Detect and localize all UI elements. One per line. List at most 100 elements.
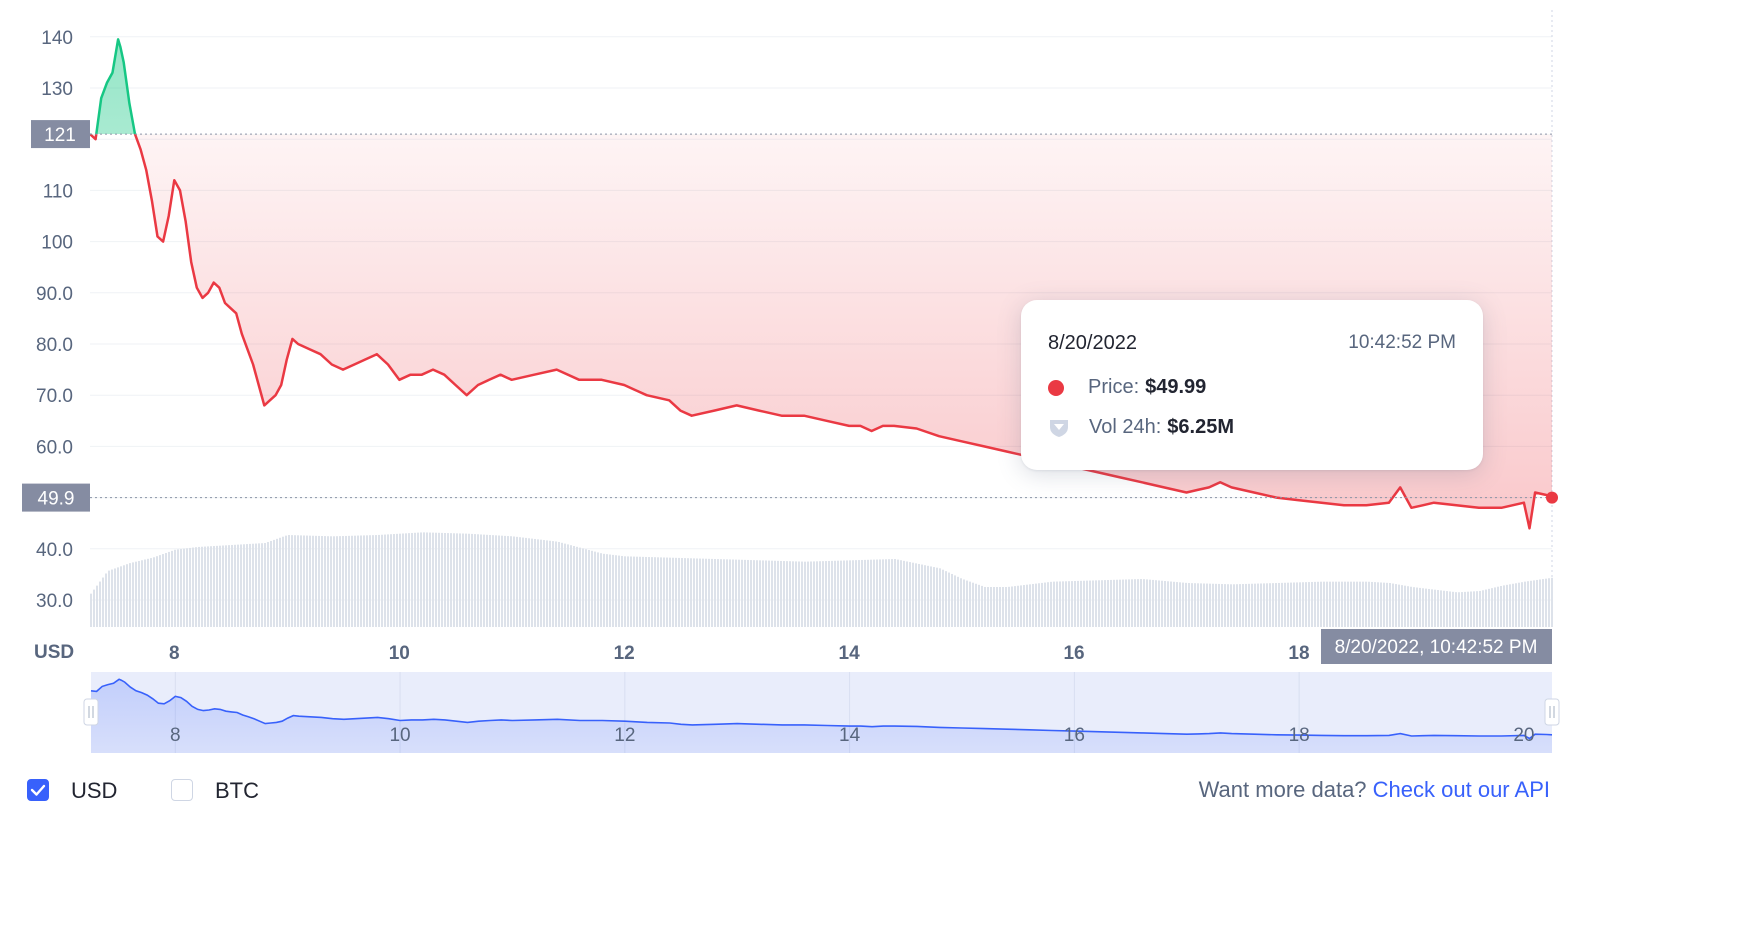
volume-bar [129, 563, 131, 627]
volume-bar [1404, 585, 1406, 627]
volume-bar [1437, 590, 1439, 627]
y-tick-label: 60.0 [36, 437, 73, 458]
y-tick-label: 70.0 [36, 386, 73, 407]
volume-bar [243, 544, 245, 627]
volume-bar [222, 545, 224, 627]
volume-bar [1368, 581, 1370, 627]
volume-bar [1536, 579, 1538, 627]
volume-bar [1533, 580, 1535, 627]
volume-bar [1104, 580, 1106, 627]
x-tick-label: 16 [1063, 643, 1084, 664]
volume-bar [948, 572, 950, 627]
volume-bar [135, 561, 137, 627]
volume-bar [465, 533, 467, 627]
volume-bar [279, 537, 281, 627]
y-tick-label: 80.0 [36, 335, 73, 356]
volume-bar [1107, 580, 1109, 627]
price-line-down [90, 134, 1552, 530]
usd-label[interactable]: USD [71, 778, 118, 803]
volume-bar [1254, 583, 1256, 627]
volume-bar [546, 540, 548, 627]
volume-bar [1464, 591, 1466, 627]
volume-bar [639, 556, 641, 627]
volume-bar [150, 558, 152, 627]
volume-bar [774, 560, 776, 627]
volume-bar [486, 534, 488, 627]
volume-bar [216, 545, 218, 627]
volume-bar [1239, 584, 1241, 627]
volume-bar [591, 550, 593, 627]
volume-bar [837, 560, 839, 627]
volume-bar [627, 556, 629, 627]
volume-bar [861, 559, 863, 627]
volume-bar [1080, 580, 1082, 627]
volume-bar [792, 561, 794, 627]
volume-bar [219, 545, 221, 627]
volume-bar [972, 582, 974, 627]
volume-bar [519, 537, 521, 627]
volume-bar [699, 558, 701, 627]
volume-bar [120, 566, 122, 627]
navigator-right-handle[interactable] [1544, 698, 1560, 726]
navigator-left-handle[interactable] [83, 698, 99, 726]
btc-checkbox[interactable] [171, 779, 193, 801]
volume-bar [1527, 581, 1529, 627]
volume-bar [1512, 583, 1514, 627]
volume-bar [1365, 581, 1367, 627]
volume-shield-icon [1050, 419, 1068, 437]
volume-bar [912, 562, 914, 627]
crosshair-time-label: 8/20/2022, 10:42:52 PM [1335, 637, 1538, 658]
volume-bar [351, 535, 353, 627]
volume-bar [672, 557, 674, 627]
volume-bar [978, 584, 980, 627]
tooltip-price-value: $49.99 [1145, 376, 1207, 398]
volume-bar [1188, 583, 1190, 627]
volume-bar [690, 558, 692, 627]
volume-bar [252, 543, 254, 627]
volume-bar [1158, 580, 1160, 627]
volume-bar [462, 533, 464, 627]
volume-bar [1488, 588, 1490, 627]
volume-bar [168, 551, 170, 627]
btc-label[interactable]: BTC [215, 778, 259, 803]
volume-bar [687, 558, 689, 627]
volume-bar [1245, 583, 1247, 627]
volume-bar [1083, 580, 1085, 627]
volume-bar [645, 556, 647, 627]
volume-bar [894, 559, 896, 627]
volume-bar [360, 535, 362, 627]
volume-bar [285, 535, 287, 627]
volume-bar [717, 559, 719, 627]
volume-bar [1209, 583, 1211, 627]
volume-bar [1095, 580, 1097, 627]
volume-bar [186, 548, 188, 627]
volume-bar [999, 587, 1001, 627]
volume-bar [735, 559, 737, 627]
volume-bar [147, 558, 149, 627]
volume-bar [1065, 581, 1067, 627]
volume-bar [195, 547, 197, 627]
volume-bar [132, 562, 134, 627]
api-promo: Want more data? Check out our API [1199, 777, 1550, 803]
volume-bar [786, 561, 788, 627]
volume-bar [255, 543, 257, 627]
navigator-tick-label: 8 [170, 725, 181, 746]
volume-bar [762, 560, 764, 627]
volume-bar [708, 558, 710, 627]
volume-bar [921, 564, 923, 627]
volume-bar [1029, 584, 1031, 627]
volume-bar [753, 560, 755, 627]
volume-bar [1491, 588, 1493, 627]
volume-bar [1278, 582, 1280, 627]
volume-bar [1287, 582, 1289, 627]
volume-bar [663, 557, 665, 627]
usd-checkbox[interactable] [27, 779, 49, 801]
volume-bar [483, 534, 485, 627]
y-tick-label: 130 [41, 79, 73, 100]
volume-bar [1272, 583, 1274, 627]
volume-bar [453, 533, 455, 627]
volume-bar [1482, 590, 1484, 627]
volume-bar [183, 548, 185, 627]
api-link[interactable]: Check out our API [1372, 777, 1550, 802]
checkmark-icon [30, 784, 46, 796]
